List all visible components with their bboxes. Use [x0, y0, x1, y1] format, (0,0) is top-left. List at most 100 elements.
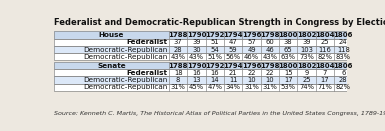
Bar: [54, 31, 353, 39]
Text: 11: 11: [229, 77, 238, 83]
Text: 103: 103: [300, 47, 313, 53]
Text: Federalist: Federalist: [127, 70, 167, 76]
Bar: [54, 39, 353, 46]
Text: 28: 28: [174, 47, 182, 53]
Bar: [54, 39, 353, 46]
Text: 59: 59: [229, 47, 238, 53]
Text: 8: 8: [176, 77, 180, 83]
Text: 31%: 31%: [263, 84, 277, 90]
Text: Democratic-Republican: Democratic-Republican: [83, 84, 167, 90]
Text: 71%: 71%: [318, 84, 332, 90]
Bar: [54, 62, 353, 69]
Bar: [54, 46, 353, 53]
Text: 25: 25: [321, 39, 329, 45]
Text: 37: 37: [174, 39, 182, 45]
Text: 1806: 1806: [334, 62, 353, 69]
Text: 22: 22: [266, 70, 274, 76]
Text: 1800: 1800: [278, 32, 298, 38]
Text: 51%: 51%: [208, 54, 223, 60]
Bar: [54, 53, 353, 60]
Text: 57: 57: [247, 39, 256, 45]
Bar: [54, 53, 353, 60]
Text: 46: 46: [266, 47, 274, 53]
Text: 39: 39: [302, 39, 311, 45]
Text: Source: Kenneth C. Martis, The Historical Atlas of Political Parties in the Unit: Source: Kenneth C. Martis, The Historica…: [54, 111, 385, 116]
Text: 43%: 43%: [171, 54, 186, 60]
Bar: [54, 84, 353, 91]
Text: 15: 15: [284, 70, 293, 76]
Text: 45%: 45%: [189, 84, 204, 90]
Text: 1798: 1798: [260, 62, 280, 69]
Text: 51: 51: [211, 39, 219, 45]
Text: 38: 38: [284, 39, 293, 45]
Text: 1800: 1800: [278, 62, 298, 69]
Text: 25: 25: [302, 77, 311, 83]
Text: 28: 28: [339, 77, 348, 83]
Bar: [54, 77, 353, 84]
Text: 24: 24: [339, 39, 348, 45]
Text: 53%: 53%: [281, 84, 296, 90]
Text: 34%: 34%: [226, 84, 241, 90]
Text: 82%: 82%: [336, 84, 351, 90]
Text: 1802: 1802: [297, 62, 316, 69]
Bar: [54, 46, 353, 53]
Text: 56%: 56%: [226, 54, 241, 60]
Text: 54: 54: [211, 47, 219, 53]
Text: 1794: 1794: [223, 62, 243, 69]
Text: 1788: 1788: [168, 32, 188, 38]
Text: 16: 16: [211, 70, 219, 76]
Text: 21: 21: [229, 70, 238, 76]
Text: 31%: 31%: [244, 84, 259, 90]
Bar: [54, 31, 353, 39]
Text: 1796: 1796: [242, 62, 261, 69]
Text: Federalist and Democratic-Republican Strength in Congress by Election Year: Federalist and Democratic-Republican Str…: [54, 18, 385, 27]
Text: 17: 17: [284, 77, 293, 83]
Text: 1792: 1792: [205, 32, 224, 38]
Text: 31%: 31%: [171, 84, 186, 90]
Text: 43%: 43%: [263, 54, 277, 60]
Text: 1802: 1802: [297, 32, 316, 38]
Bar: [54, 77, 353, 84]
Text: 83%: 83%: [336, 54, 351, 60]
Text: 18: 18: [174, 70, 182, 76]
Text: 22: 22: [247, 70, 256, 76]
Text: Democratic-Republican: Democratic-Republican: [83, 54, 167, 60]
Text: 47%: 47%: [208, 84, 223, 90]
Text: 1804: 1804: [315, 32, 335, 38]
Text: Democratic-Republican: Democratic-Republican: [83, 77, 167, 83]
Text: 10: 10: [266, 77, 274, 83]
Text: Federalist: Federalist: [127, 39, 167, 45]
Bar: [54, 84, 353, 91]
Text: 9: 9: [305, 70, 309, 76]
Text: 6: 6: [341, 70, 345, 76]
Text: 1788: 1788: [168, 62, 188, 69]
Text: House: House: [99, 32, 124, 38]
Text: 116: 116: [318, 47, 331, 53]
Text: 1798: 1798: [260, 32, 280, 38]
Text: Senate: Senate: [97, 62, 126, 69]
Text: 46%: 46%: [244, 54, 259, 60]
Text: 13: 13: [192, 77, 201, 83]
Text: 1790: 1790: [187, 32, 206, 38]
Text: 1790: 1790: [187, 62, 206, 69]
Text: 73%: 73%: [299, 54, 314, 60]
Text: 16: 16: [192, 70, 201, 76]
Bar: [54, 69, 353, 77]
Text: 49: 49: [247, 47, 256, 53]
Text: 1804: 1804: [315, 62, 335, 69]
Text: 82%: 82%: [318, 54, 332, 60]
Text: 47: 47: [229, 39, 238, 45]
Text: 7: 7: [323, 70, 327, 76]
Text: 65: 65: [284, 47, 293, 53]
Text: 10: 10: [247, 77, 256, 83]
Text: 1792: 1792: [205, 62, 224, 69]
Text: 17: 17: [321, 77, 329, 83]
Text: 1794: 1794: [223, 32, 243, 38]
Text: 1806: 1806: [334, 32, 353, 38]
Text: 43%: 43%: [189, 54, 204, 60]
Text: 30: 30: [192, 47, 201, 53]
Bar: [54, 69, 353, 77]
Text: Democratic-Republican: Democratic-Republican: [83, 47, 167, 53]
Text: 14: 14: [211, 77, 219, 83]
Text: 1796: 1796: [242, 32, 261, 38]
